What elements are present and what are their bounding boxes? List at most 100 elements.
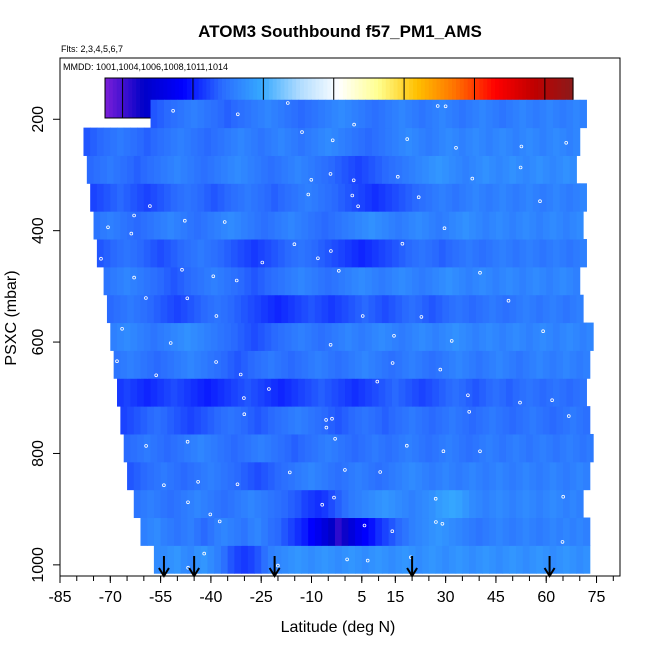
measurement-point bbox=[519, 144, 524, 149]
heatmap-cell bbox=[435, 406, 443, 435]
heatmap-cell bbox=[184, 127, 192, 156]
heatmap-cell bbox=[153, 489, 162, 519]
heatmap-cell bbox=[539, 99, 547, 129]
measurement-point bbox=[208, 512, 213, 517]
heatmap-cell bbox=[576, 294, 584, 324]
heatmap-cell bbox=[234, 545, 242, 574]
heatmap-cell bbox=[371, 433, 380, 463]
heatmap-cell bbox=[489, 545, 497, 574]
heatmap-cell bbox=[261, 406, 269, 435]
colorbar-segment bbox=[151, 78, 157, 118]
measurement-point bbox=[550, 398, 554, 403]
measurement-point bbox=[183, 218, 187, 223]
heatmap-cell bbox=[559, 99, 567, 129]
heatmap-cell bbox=[200, 406, 209, 435]
heatmap-cell bbox=[190, 127, 198, 156]
measurement-point bbox=[99, 256, 103, 261]
heatmap-cell bbox=[358, 322, 366, 351]
heatmap-cell bbox=[482, 406, 490, 435]
heatmap-cell bbox=[381, 461, 390, 491]
heatmap-cell bbox=[556, 545, 564, 574]
heatmap-cell bbox=[573, 433, 581, 463]
heatmap-cell bbox=[227, 406, 235, 435]
heatmap-cell bbox=[110, 266, 118, 296]
heatmap-cell bbox=[157, 183, 165, 212]
heatmap-cell bbox=[368, 545, 376, 574]
colorbar-segment bbox=[530, 78, 535, 118]
heatmap-cell bbox=[398, 433, 406, 463]
heatmap-cell bbox=[318, 378, 326, 407]
measurement-point bbox=[538, 199, 542, 204]
heatmap-cell bbox=[304, 183, 312, 212]
heatmap-cell bbox=[445, 378, 453, 407]
heatmap-cell bbox=[495, 350, 504, 379]
heatmap-cell bbox=[479, 239, 487, 268]
colorbar-segment bbox=[385, 78, 391, 118]
heatmap-cell bbox=[174, 461, 182, 491]
heatmap-cell bbox=[294, 461, 302, 491]
colorbar-segment bbox=[350, 78, 356, 118]
heatmap-cell bbox=[546, 433, 554, 463]
heatmap-cell bbox=[321, 461, 329, 491]
heatmap-cell bbox=[217, 183, 225, 212]
heatmap-cell bbox=[519, 183, 527, 212]
heatmap-cell bbox=[220, 155, 229, 184]
heatmap-cell bbox=[542, 461, 551, 491]
heatmap-cell bbox=[375, 545, 383, 574]
heatmap-cell bbox=[459, 433, 467, 463]
heatmap-cell bbox=[194, 489, 202, 519]
heatmap-cell bbox=[495, 489, 504, 519]
heatmap-cell bbox=[455, 350, 463, 379]
colorbar-segment bbox=[389, 78, 395, 118]
measurement-point bbox=[400, 241, 405, 246]
heatmap-cell bbox=[576, 461, 584, 491]
heatmap-cell bbox=[566, 99, 574, 129]
heatmap-cell bbox=[251, 239, 259, 268]
heatmap-cell bbox=[301, 406, 309, 435]
heatmap-cell bbox=[288, 406, 296, 435]
heatmap-cell bbox=[264, 127, 272, 156]
heatmap-cell bbox=[304, 239, 312, 268]
heatmap-cell bbox=[237, 127, 245, 156]
heatmap-cell bbox=[123, 239, 131, 268]
colorbar-segment bbox=[327, 78, 332, 118]
heatmap-cell bbox=[415, 294, 423, 324]
heatmap-cell bbox=[237, 239, 245, 268]
heatmap-cell bbox=[375, 155, 383, 184]
heatmap-cell bbox=[391, 266, 400, 296]
y-tick-label: 1000 bbox=[30, 547, 47, 583]
heatmap-cell bbox=[505, 239, 514, 268]
heatmap-cell bbox=[526, 183, 534, 212]
heatmap-cell bbox=[324, 322, 333, 351]
heatmap-cell bbox=[556, 461, 564, 491]
heatmap-cell bbox=[314, 517, 323, 546]
heatmap-cell bbox=[220, 350, 229, 379]
heatmap-cell bbox=[170, 378, 178, 407]
heatmap-cell bbox=[415, 155, 423, 184]
colorbar-segment bbox=[315, 78, 321, 118]
heatmap-cell bbox=[479, 266, 487, 296]
heatmap-cell bbox=[371, 127, 380, 156]
heatmap-cell bbox=[200, 461, 209, 491]
colorbar-segment bbox=[370, 78, 375, 118]
heatmap-cell bbox=[267, 211, 276, 240]
colorbar-segment bbox=[292, 78, 297, 118]
heatmap-cell bbox=[529, 545, 537, 574]
heatmap-cell bbox=[499, 433, 507, 463]
heatmap-cell bbox=[492, 239, 500, 268]
heatmap-cell bbox=[522, 545, 530, 574]
measurement-point bbox=[132, 275, 136, 280]
heatmap-cell bbox=[395, 406, 403, 435]
heatmap-cell bbox=[516, 406, 524, 435]
heatmap-cell bbox=[438, 239, 447, 268]
heatmap-cell bbox=[462, 545, 470, 574]
heatmap-cell bbox=[499, 99, 507, 129]
heatmap-cell bbox=[308, 211, 316, 240]
heatmap-cell bbox=[301, 294, 309, 324]
heatmap-cell bbox=[388, 489, 396, 519]
heatmap-cell bbox=[348, 406, 356, 435]
heatmap-cell bbox=[150, 378, 158, 407]
heatmap-cell bbox=[482, 211, 490, 240]
heatmap-cell bbox=[274, 461, 282, 491]
heatmap-cell bbox=[180, 406, 188, 435]
